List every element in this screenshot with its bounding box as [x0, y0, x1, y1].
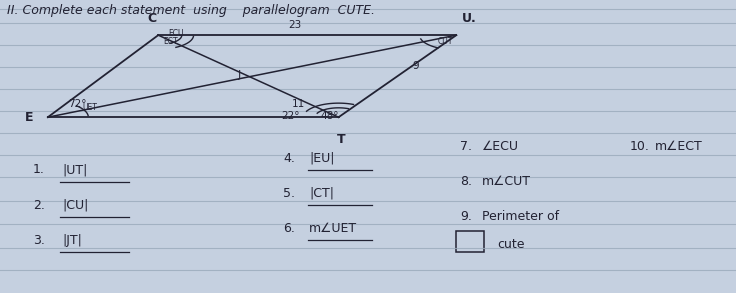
Text: m∠ECT: m∠ECT — [655, 140, 703, 153]
Text: CUT: CUT — [438, 37, 453, 46]
Text: 5.: 5. — [283, 187, 295, 200]
Text: 7.: 7. — [460, 140, 472, 153]
Text: 3.: 3. — [33, 234, 45, 247]
Text: ECU: ECU — [168, 29, 183, 38]
Text: |JT|: |JT| — [63, 234, 82, 247]
Text: cute: cute — [497, 238, 524, 251]
Text: T: T — [336, 133, 345, 146]
Text: ECT: ECT — [163, 37, 178, 46]
Text: 1.: 1. — [33, 163, 45, 176]
Text: 10.: 10. — [629, 140, 649, 153]
Text: ∠ECU: ∠ECU — [482, 140, 519, 153]
Text: 23: 23 — [288, 20, 301, 30]
Text: 2.: 2. — [33, 199, 45, 212]
Text: UET: UET — [82, 103, 97, 112]
Bar — [456, 231, 484, 252]
Text: m∠CUT: m∠CUT — [482, 175, 531, 188]
Text: 4.: 4. — [283, 152, 295, 165]
Text: 11: 11 — [291, 99, 305, 109]
Text: C: C — [148, 12, 157, 25]
Text: |UT|: |UT| — [63, 163, 88, 176]
Text: |EU|: |EU| — [309, 152, 335, 165]
Text: 9: 9 — [412, 61, 420, 71]
Text: |CU|: |CU| — [63, 199, 89, 212]
Text: 72°: 72° — [68, 99, 87, 109]
Text: 6.: 6. — [283, 222, 295, 235]
Text: J: J — [238, 70, 241, 80]
Text: m∠UET: m∠UET — [309, 222, 357, 235]
Text: |CT|: |CT| — [309, 187, 334, 200]
Text: Perimeter of: Perimeter of — [482, 210, 559, 223]
Text: 22°: 22° — [281, 111, 300, 121]
Text: II. Complete each statement  using    parallelogram  CUTE.: II. Complete each statement using parall… — [7, 4, 375, 17]
Text: 9.: 9. — [460, 210, 472, 223]
Text: 8.: 8. — [460, 175, 472, 188]
Text: U.: U. — [462, 12, 477, 25]
Text: 48°: 48° — [320, 111, 339, 121]
Text: E: E — [24, 111, 33, 124]
